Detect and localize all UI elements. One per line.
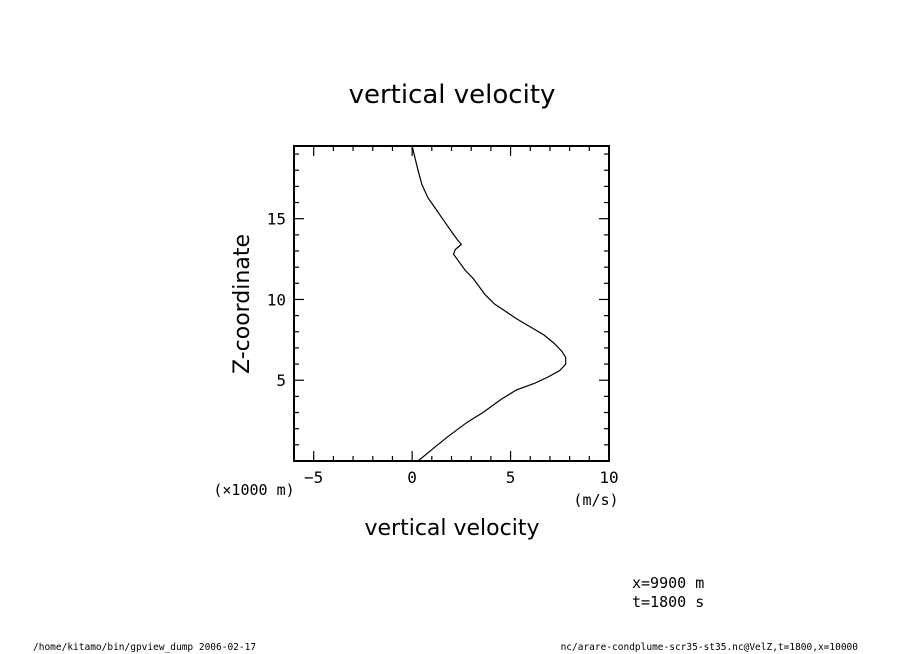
- x-axis-label: vertical velocity: [364, 516, 539, 541]
- plot-frame: [293, 145, 610, 462]
- y-axis-label: Z-coordinate: [230, 234, 255, 374]
- footer-right: nc/arare-condplume-scr35-st35.nc@VelZ,t=…: [561, 642, 859, 653]
- x-tick-label: 0: [407, 468, 417, 487]
- y-tick-label: 5: [276, 371, 286, 390]
- chart-title: vertical velocity: [349, 80, 556, 110]
- y-axis-units: (×1000 m): [213, 481, 294, 499]
- axis-ticks: [293, 146, 610, 462]
- x-axis-units: (m/s): [573, 491, 618, 509]
- footer-left: /home/kitamo/bin/gpview_dump 2006-02-17: [33, 642, 256, 653]
- x-tick-label: 5: [506, 468, 516, 487]
- x-tick-label: −5: [304, 468, 323, 487]
- axis-tick-labels: −5 0 5 10 5 10 15: [267, 210, 619, 487]
- y-tick-label: 15: [267, 210, 286, 229]
- coordinate-t-annotation: t=1800 s: [632, 593, 704, 611]
- coordinate-x-annotation: x=9900 m: [632, 574, 704, 592]
- series-line: [411, 145, 567, 462]
- y-tick-label: 10: [267, 290, 286, 309]
- x-tick-label: 10: [599, 468, 618, 487]
